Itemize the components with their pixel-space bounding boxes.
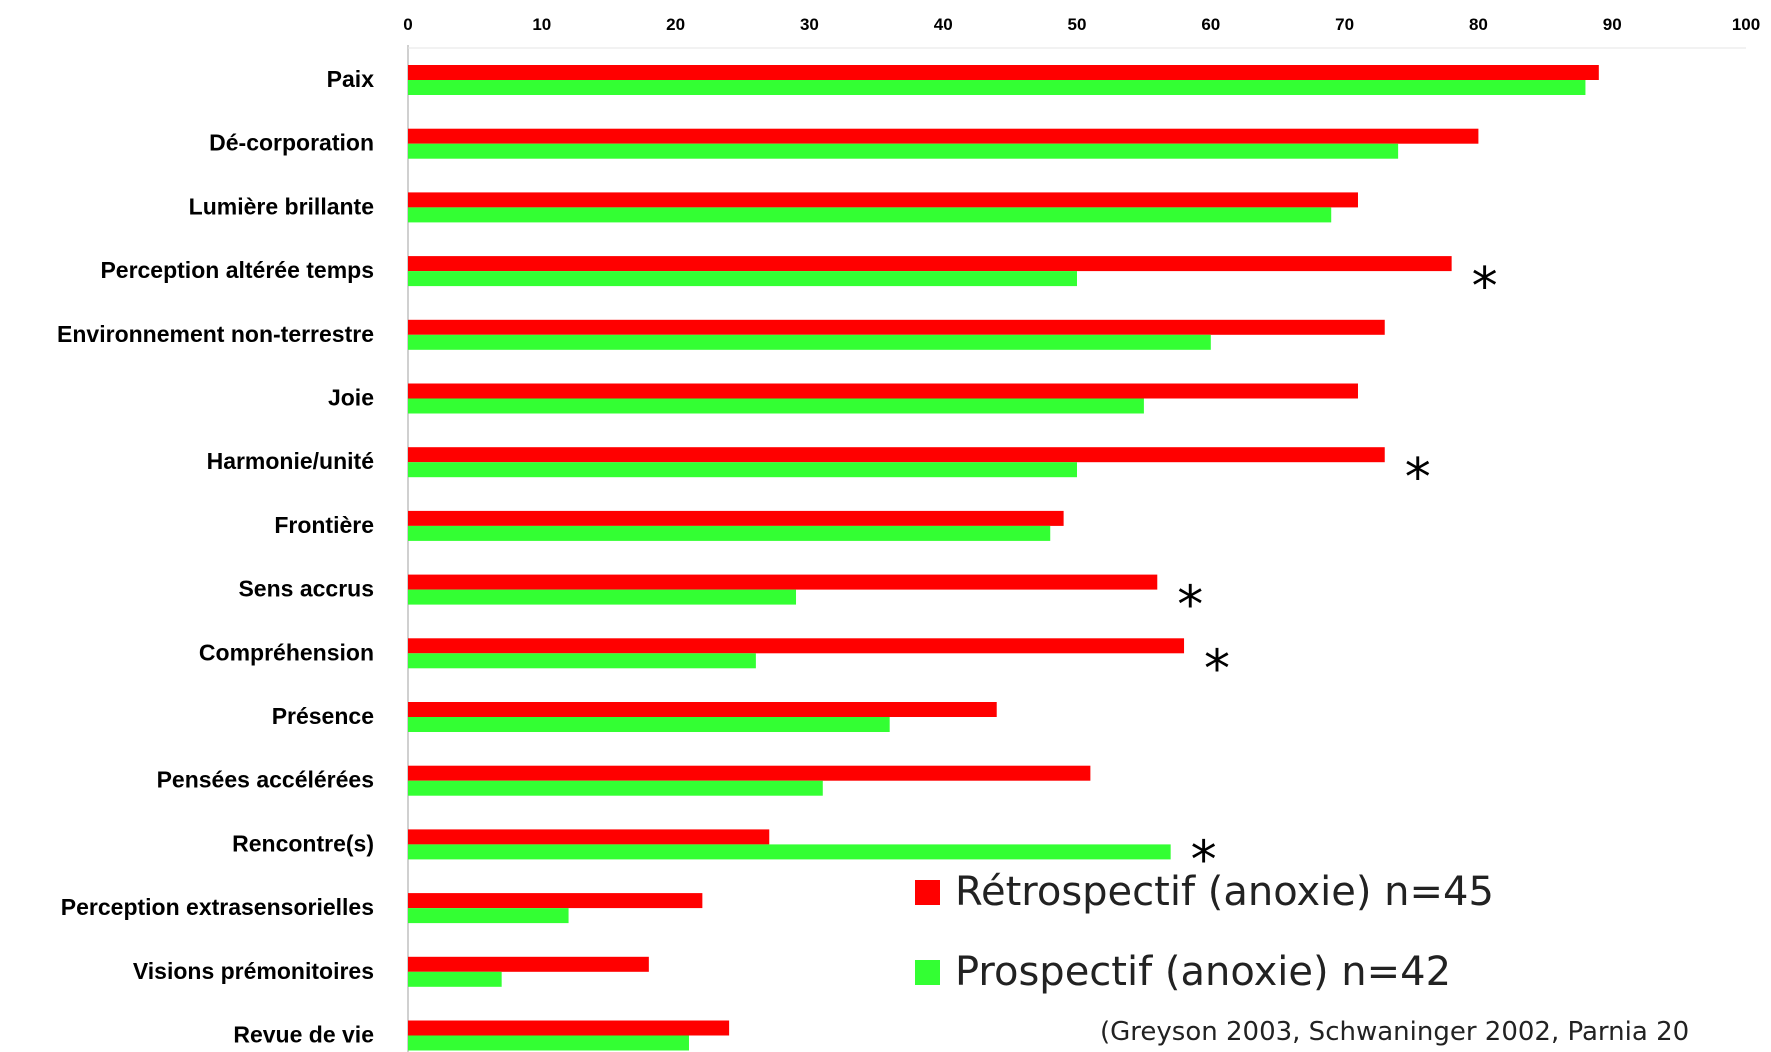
bar-prospectif: [408, 271, 1077, 287]
category-label: Rencontre(s): [232, 830, 374, 856]
category-label: Paix: [327, 66, 375, 92]
bar-prospectif: [408, 908, 569, 924]
category-label: Perception extrasensorielles: [61, 894, 374, 920]
bar-prospectif: [408, 80, 1586, 95]
category-label: Harmonie/unité: [207, 448, 374, 474]
bar-retrospectif: [408, 638, 1185, 654]
category-labels: Paix Dé-corporation Lumière brillante Perce…: [57, 66, 374, 1048]
bar-retrospectif: [408, 765, 1091, 781]
category-label: Compréhension: [199, 639, 374, 665]
bar-retrospectif: [408, 65, 1599, 80]
x-tick-label: 10: [532, 15, 551, 34]
bar-prospectif: [408, 780, 823, 796]
bar-prospectif: [408, 462, 1077, 478]
x-tick-label: 60: [1201, 15, 1220, 34]
bar-retrospectif: [408, 1020, 730, 1036]
category-label: Dé-corporation: [209, 130, 374, 156]
bar-retrospectif: [408, 256, 1452, 272]
legend-swatch: [915, 880, 940, 905]
x-tick-label: 0: [403, 15, 412, 34]
x-tick-label: 90: [1603, 15, 1622, 34]
bar-prospectif: [408, 589, 797, 605]
bar-retrospectif: [408, 829, 770, 845]
legend: Rétrospectif (anoxie) n=45 Prospectif (an…: [915, 869, 1494, 995]
bar-prospectif: [408, 525, 1051, 541]
bar-retrospectif: [408, 893, 703, 909]
category-label: Pensées accélérées: [157, 767, 374, 793]
x-axis: 0 10 20 30 40 50 60 70 80 90 100: [403, 15, 1760, 1052]
category-label: Frontière: [274, 512, 374, 538]
x-tick-label: 70: [1335, 15, 1354, 34]
bar-retrospectif: [408, 192, 1358, 208]
x-tick-label: 30: [800, 15, 819, 34]
category-label: Présence: [272, 703, 374, 729]
category-label: Sens accrus: [238, 576, 374, 602]
bar-prospectif: [408, 207, 1332, 223]
bar-retrospectif: [408, 128, 1479, 144]
legend-label: Prospectif (anoxie) n=42: [955, 949, 1451, 995]
bar-prospectif: [408, 653, 756, 669]
bar-prospectif: [408, 1035, 689, 1051]
bar-prospectif: [408, 398, 1144, 414]
significance-star: *: [1472, 257, 1498, 317]
category-label: Lumière brillante: [189, 193, 374, 219]
bar-retrospectif: [408, 702, 997, 717]
bar-retrospectif: [408, 383, 1358, 399]
bar-prospectif: [408, 971, 502, 987]
category-label: Perception altérée temps: [100, 257, 374, 283]
category-label: Environnement non-terrestre: [57, 321, 374, 347]
x-tick-label: 100: [1732, 15, 1760, 34]
category-label: Joie: [328, 385, 374, 411]
significance-annotations: *****: [1177, 257, 1497, 890]
x-tick-label: 80: [1469, 15, 1488, 34]
x-tick-label: 40: [934, 15, 953, 34]
citation-text: (Greyson 2003, Schwaninger 2002, Parnia …: [1100, 1017, 1689, 1047]
bars: [408, 65, 1599, 1051]
significance-star: *: [1191, 830, 1217, 890]
legend-swatch: [915, 960, 940, 985]
bar-prospectif: [408, 717, 890, 732]
x-tick-label: 50: [1068, 15, 1087, 34]
bar-prospectif: [408, 334, 1211, 350]
category-label: Visions prémonitoires: [133, 958, 374, 984]
significance-star: *: [1177, 576, 1203, 636]
bar-prospectif: [408, 844, 1171, 860]
bar-retrospectif: [408, 956, 649, 972]
category-label: Revue de vie: [233, 1022, 374, 1048]
significance-star: *: [1405, 448, 1431, 508]
bar-retrospectif: [408, 510, 1064, 526]
bar-retrospectif: [408, 447, 1385, 463]
x-tick-label: 20: [666, 15, 685, 34]
legend-label: Rétrospectif (anoxie) n=45: [955, 869, 1494, 915]
bar-prospectif: [408, 143, 1399, 159]
bar-retrospectif: [408, 319, 1385, 335]
bar-retrospectif: [408, 574, 1158, 590]
significance-star: *: [1204, 639, 1230, 699]
